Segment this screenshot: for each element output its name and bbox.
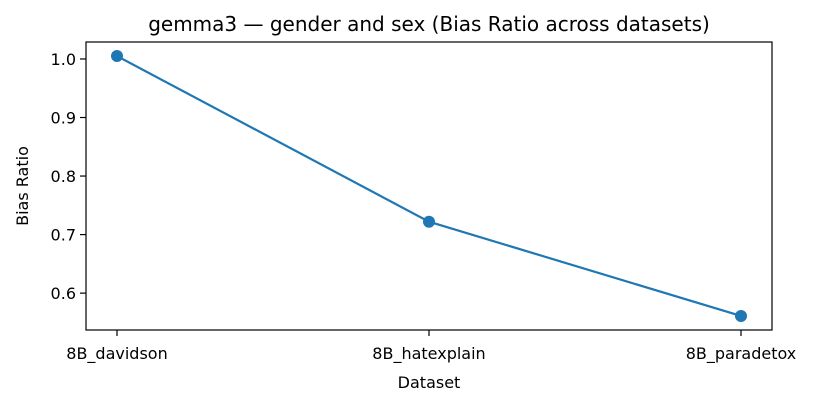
x-tick-label: 8B_paradetox <box>686 344 797 364</box>
y-tick-label: 1.0 <box>51 50 76 69</box>
x-tick-label: 8B_hatexplain <box>372 344 485 364</box>
y-tick-label: 0.6 <box>51 284 76 303</box>
y-tick-label: 0.9 <box>51 109 76 128</box>
data-point <box>423 215 435 228</box>
series-group <box>111 50 747 322</box>
y-axis-label: Bias Ratio <box>13 146 32 226</box>
x-axis-label: Dataset <box>398 373 461 392</box>
y-axis: 0.6 0.7 0.8 0.9 1.0 <box>51 50 86 303</box>
x-tick-label: 8B_davidson <box>66 344 167 364</box>
data-point <box>111 50 123 63</box>
y-tick-label: 0.7 <box>51 226 76 245</box>
y-tick-label: 0.8 <box>51 167 76 186</box>
plot-area <box>85 41 773 331</box>
x-axis: 8B_davidson 8B_hatexplain 8B_paradetox <box>66 330 796 364</box>
chart-title: gemma3 — gender and sex (Bias Ratio acro… <box>148 12 710 36</box>
data-point <box>735 309 747 322</box>
series-line <box>116 55 742 318</box>
